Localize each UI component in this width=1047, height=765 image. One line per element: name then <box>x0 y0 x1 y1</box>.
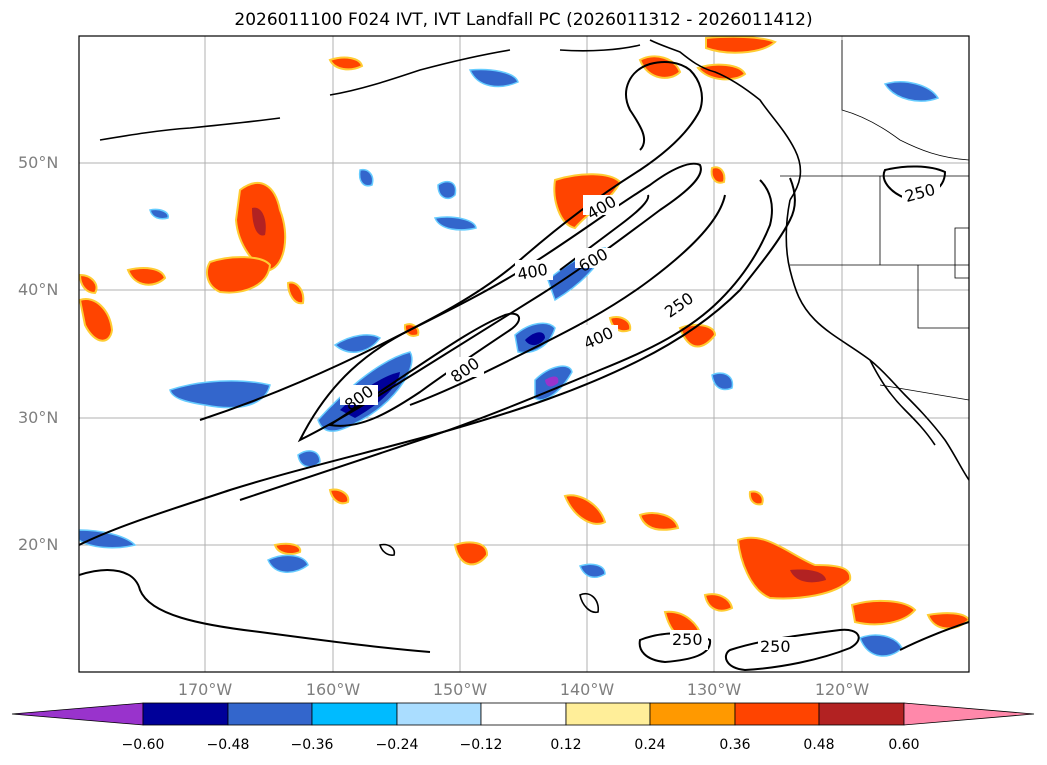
contour-250-outer <box>79 177 796 546</box>
anomaly-region <box>437 180 457 200</box>
map-border <box>78 35 970 673</box>
anomaly-region <box>696 63 747 81</box>
anomaly-region <box>790 569 826 583</box>
lat-label-50n: 50°N <box>18 153 59 172</box>
lat-label-20n: 20°N <box>18 535 59 554</box>
anomaly-region <box>748 490 764 506</box>
contour-800 <box>327 312 520 427</box>
anomaly-region <box>736 536 852 600</box>
contour-250-north <box>199 61 703 421</box>
anomaly-region <box>328 56 364 71</box>
lon-label-120w: 120°W <box>814 680 870 699</box>
anomaly-region <box>525 332 545 346</box>
anomaly-region <box>433 216 477 231</box>
colorbar-tick: −0.36 <box>290 737 334 753</box>
colorbar-tick: 0.60 <box>888 737 920 753</box>
colorbar-tick: 0.48 <box>803 737 835 753</box>
anomaly-region <box>850 599 917 626</box>
contour-250-inner <box>239 179 773 501</box>
anomaly-region <box>358 168 374 187</box>
anomaly-region <box>79 298 114 342</box>
colorbar-tick: −0.12 <box>459 737 503 753</box>
ivt-contours <box>79 61 969 672</box>
lon-label-170w: 170°W <box>177 680 233 699</box>
anomaly-region <box>333 334 382 353</box>
contour-400 <box>297 162 702 443</box>
contour-label: 250 <box>672 630 703 649</box>
anomaly-region <box>273 542 302 555</box>
colorbar-tick: −0.48 <box>206 737 250 753</box>
anomaly-region <box>79 273 98 295</box>
anomaly-region <box>703 593 734 612</box>
lat-label-40n: 40°N <box>18 280 59 299</box>
anomaly-region <box>578 563 606 579</box>
contour-250-south <box>79 569 431 653</box>
lon-label-130w: 130°W <box>686 680 742 699</box>
colorbar <box>11 702 1035 726</box>
anomaly-region <box>705 36 777 54</box>
anomaly-region <box>453 541 489 566</box>
anomaly-region <box>563 494 607 525</box>
anomaly-region <box>267 554 309 573</box>
anomaly-region <box>169 380 271 409</box>
anomaly-region <box>252 207 266 236</box>
colorbar-tick: 0.36 <box>719 737 751 753</box>
map-title: 2026011100 F024 IVT, IVT Landfall PC (20… <box>234 10 813 30</box>
anomaly-region <box>468 68 519 88</box>
positive-anomaly-regions <box>79 36 969 643</box>
anomaly-region <box>149 208 169 220</box>
anomaly-region <box>638 512 680 531</box>
graticule <box>79 36 969 672</box>
anomaly-region <box>126 267 167 286</box>
anomaly-region <box>328 488 350 505</box>
colorbar-tick: 0.12 <box>550 737 582 753</box>
coastlines <box>99 39 969 614</box>
political-borders <box>780 40 969 401</box>
anomaly-region <box>710 166 726 184</box>
lon-label-160w: 160°W <box>305 680 361 699</box>
colorbar-tick: −0.24 <box>375 737 419 753</box>
anomaly-region <box>79 529 137 549</box>
lat-label-30n: 30°N <box>18 408 59 427</box>
anomaly-region <box>545 376 559 387</box>
anomaly-region <box>678 323 717 348</box>
contour-250-se3 <box>899 621 969 651</box>
anomaly-region <box>206 256 272 294</box>
lon-label-140w: 140°W <box>559 680 615 699</box>
anomaly-region <box>297 450 321 468</box>
colorbar-extend-high <box>903 702 1035 726</box>
lon-label-150w: 150°W <box>432 680 488 699</box>
colorbar-tick: −0.60 <box>121 737 165 753</box>
colorbar-extend-low <box>11 702 144 726</box>
contour-label: 250 <box>760 637 791 656</box>
contour-400-b <box>409 194 726 406</box>
colorbar-tick: 0.24 <box>634 737 666 753</box>
contour-250-se2 <box>724 628 860 672</box>
anomaly-region <box>883 81 940 102</box>
anomaly-region <box>286 281 305 305</box>
anomaly-region <box>711 372 734 391</box>
